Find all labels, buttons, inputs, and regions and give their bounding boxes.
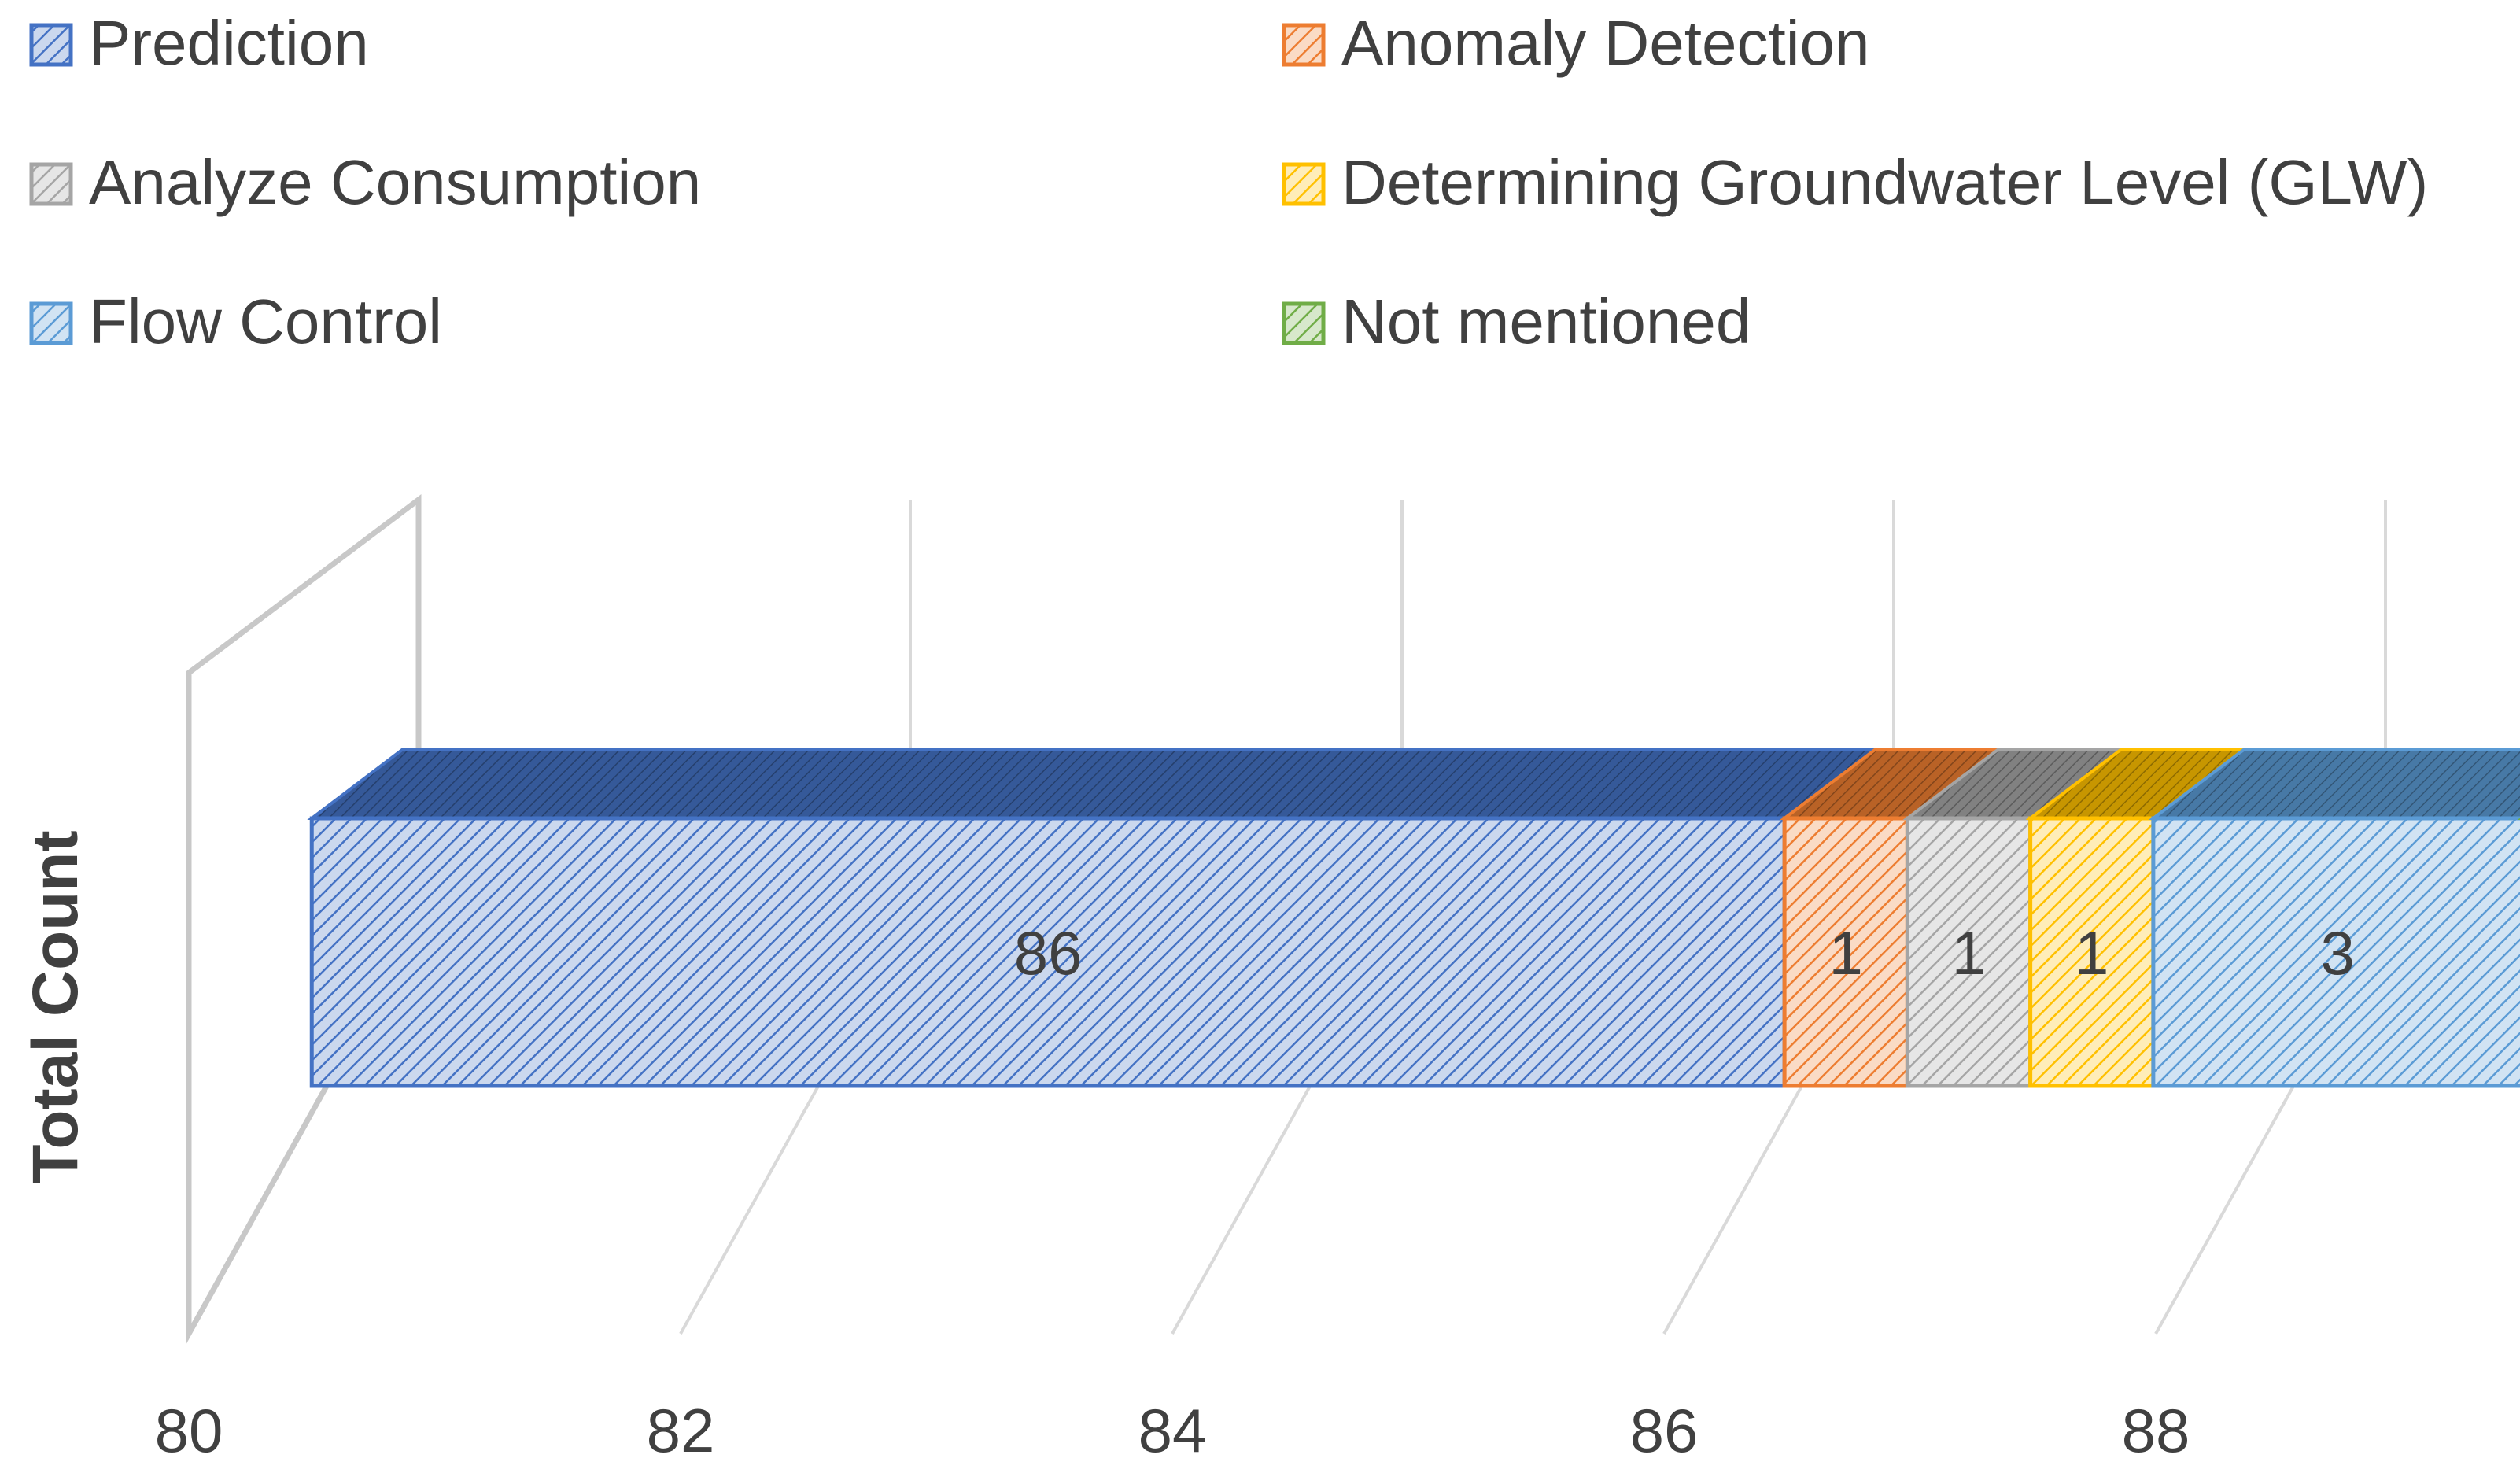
legend-item-anomaly-detection[interactable]: Anomaly Detection [1282, 8, 1869, 78]
x-tick-label: 80 [155, 1396, 223, 1465]
legend-item-prediction[interactable]: Prediction [29, 8, 369, 78]
legend-label: Anomaly Detection [1341, 8, 1869, 78]
bar-top-prediction [307, 748, 1881, 820]
legend-swatch [1282, 23, 1326, 67]
bar-analyze-consumption[interactable] [1902, 748, 2127, 1088]
bar-prediction[interactable] [307, 748, 1881, 1088]
legend-swatch [1282, 301, 1326, 345]
data-label-determining-groundwater-level-glw: 1 [2075, 918, 2109, 988]
bar-front-analyze-consumption [1905, 816, 2033, 1088]
x-tick-label: 88 [2122, 1396, 2190, 1465]
legend-item-determining-groundwater-level-glw[interactable]: Determining Groundwater Level (GLW) [1282, 147, 2428, 217]
data-label-anomaly-detection: 1 [1829, 918, 1863, 988]
legend-item-flow-control[interactable]: Flow Control [29, 286, 442, 356]
bar-determining-groundwater-level-glw[interactable] [2025, 748, 2249, 1088]
bar-group [307, 748, 2520, 1088]
bar-anomaly-detection[interactable] [1780, 748, 2004, 1088]
y-axis-title: Total Count [20, 830, 91, 1183]
legend-swatch [1282, 162, 1326, 206]
legend-label: Analyze Consumption [89, 147, 701, 217]
data-label-flow-control: 3 [2321, 918, 2355, 988]
legend-label: Determining Groundwater Level (GLW) [1341, 147, 2428, 217]
data-label-prediction: 86 [1014, 918, 1083, 988]
bar-front-determining-groundwater-level-glw [2028, 816, 2156, 1088]
legend-swatch [29, 301, 73, 345]
bar-front-anomaly-detection [1782, 816, 1909, 1088]
legend: Prediction Analyze Consumption Flow Contro… [29, 8, 2428, 356]
data-label-analyze-consumption: 1 [1952, 918, 1986, 988]
x-axis-ticks: 808284868890929496 [155, 1396, 2190, 1465]
legend-item-not-mentioned[interactable]: Not mentioned [1282, 286, 1751, 356]
legend-label: Flow Control [89, 286, 442, 356]
legend-swatch [29, 23, 73, 67]
legend-item-analyze-consumption[interactable]: Analyze Consumption [29, 147, 701, 217]
bar-flow-control[interactable] [2148, 748, 2520, 1088]
data-labels: 8611133 [1014, 918, 2355, 988]
x-tick-label: 86 [1630, 1396, 1699, 1465]
x-tick-label: 84 [1138, 1396, 1207, 1465]
bar-front-flow-control [2151, 816, 2520, 1088]
legend-label: Prediction [89, 8, 369, 78]
legend-swatch [29, 162, 73, 206]
x-tick-label: 82 [647, 1396, 715, 1465]
legend-label: Not mentioned [1341, 286, 1751, 356]
